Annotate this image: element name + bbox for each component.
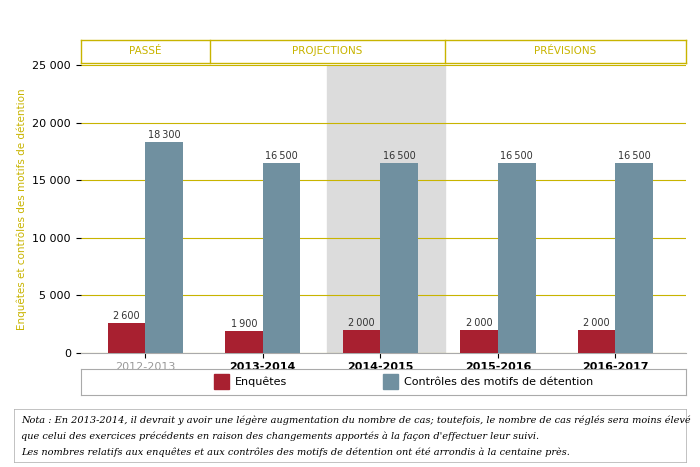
Bar — [384, 374, 398, 389]
Bar — [461, 330, 498, 353]
Bar — [214, 374, 229, 389]
Text: PROJECTIONS: PROJECTIONS — [292, 46, 363, 57]
Text: que celui des exercices précédents en raison des changements apportés à la façon: que celui des exercices précédents en ra… — [21, 431, 539, 441]
Text: PASSÉ: PASSÉ — [129, 46, 162, 57]
Text: 2 600: 2 600 — [113, 311, 140, 321]
Text: Les nombres relatifs aux enquêtes et aux contrôles des motifs de détention ont é: Les nombres relatifs aux enquêtes et aux… — [21, 447, 570, 457]
Bar — [343, 330, 380, 353]
Text: 16 500: 16 500 — [618, 151, 650, 161]
Bar — [145, 142, 183, 353]
Text: Nota : En 2013-2014, il devrait y avoir une légère augmentation du nombre de cas: Nota : En 2013-2014, il devrait y avoir … — [21, 415, 690, 425]
Bar — [108, 323, 145, 353]
Bar — [225, 331, 262, 353]
Bar — [328, 65, 445, 353]
Text: 1 900: 1 900 — [231, 318, 257, 329]
Text: 2 000: 2 000 — [583, 318, 610, 327]
Text: 16 500: 16 500 — [265, 151, 298, 161]
Text: Contrôles des motifs de détention: Contrôles des motifs de détention — [405, 377, 594, 387]
Text: 16 500: 16 500 — [383, 151, 416, 161]
Text: PRÉVISIONS: PRÉVISIONS — [534, 46, 596, 57]
Text: 2 000: 2 000 — [348, 318, 374, 327]
Text: 2 000: 2 000 — [466, 318, 492, 327]
Bar — [578, 330, 615, 353]
Y-axis label: Enquêtes et contrôles des motifs de détention: Enquêtes et contrôles des motifs de déte… — [16, 88, 27, 330]
Text: 16 500: 16 500 — [500, 151, 533, 161]
Bar — [498, 163, 536, 353]
Bar — [380, 163, 418, 353]
Bar — [615, 163, 653, 353]
Text: 18 300: 18 300 — [148, 130, 181, 140]
Bar — [262, 163, 300, 353]
Text: Enquêtes: Enquêtes — [235, 376, 287, 387]
